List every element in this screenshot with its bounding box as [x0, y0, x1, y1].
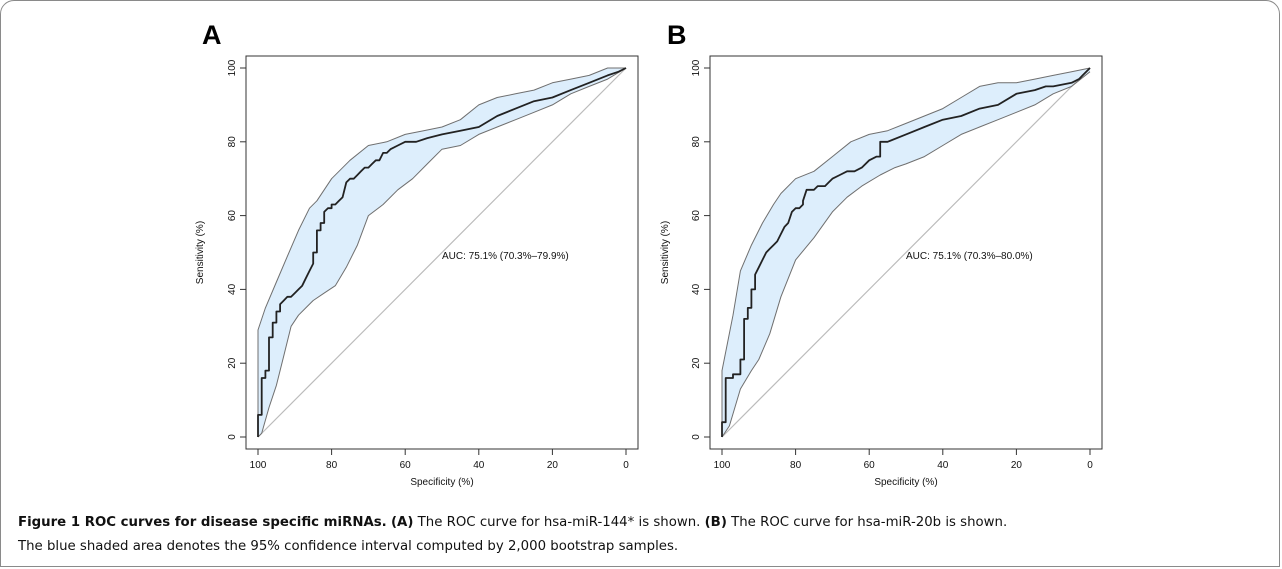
ci-upper-line: [721, 67, 1091, 437]
x-tick-label: 60: [864, 460, 876, 471]
x-tick-label: 60: [400, 460, 412, 471]
y-axis: 0 20 40 60 80 100 Sensitivity (%): [660, 59, 711, 440]
caption-ref-b: (B): [704, 515, 727, 530]
x-tick-label: 40: [473, 460, 485, 471]
roc-chart-a: 100 80 60 40 20 0 Specificity (%) 0 20 40 60 80 100 S…: [195, 55, 639, 488]
roc-curve: [257, 67, 627, 437]
y-tick-label: 60: [691, 210, 702, 222]
panel-label-a: A: [202, 20, 222, 50]
x-axis-title: Specificity (%): [874, 477, 937, 488]
caption-line-1: Figure 1 ROC curves for disease specific…: [18, 511, 1268, 535]
caption-title: Figure 1 ROC curves for disease specific…: [18, 515, 387, 530]
y-tick-label: 80: [227, 136, 238, 148]
y-axis-title: Sensitivity (%): [195, 221, 206, 284]
y-tick-label: 100: [227, 59, 238, 76]
auc-annotation: AUC: 75.1% (70.3%–79.9%): [442, 251, 569, 262]
panel-label-b: B: [667, 20, 687, 50]
caption-text-b: The ROC curve for hsa-miR-20b is shown.: [726, 515, 1008, 530]
diagonal-reference-line: [721, 67, 1091, 438]
caption-line-2: The blue shaded area denotes the 95% con…: [18, 539, 679, 554]
y-axis: 0 20 40 60 80 100 Sensitivity (%): [195, 59, 247, 440]
ci-upper-line: [257, 67, 626, 437]
x-tick-label: 100: [714, 460, 731, 471]
y-tick-label: 0: [227, 434, 238, 440]
x-tick-label: 40: [937, 460, 949, 471]
y-tick-label: 0: [691, 434, 702, 440]
x-tick-label: 0: [623, 460, 629, 471]
diagonal-reference-line: [257, 67, 627, 438]
auc-annotation: AUC: 75.1% (70.3%–80.0%): [906, 251, 1033, 262]
roc-chart-b: 100 80 60 40 20 0 Specificity (%) 0 20 40 60 80 100 S…: [660, 55, 1103, 488]
x-axis: 100 80 60 40 20 0 Specificity (%): [250, 448, 629, 488]
y-tick-label: 80: [691, 136, 702, 148]
figure-caption: Figure 1 ROC curves for disease specific…: [18, 511, 1268, 559]
x-tick-label: 20: [547, 460, 559, 471]
x-tick-label: 0: [1087, 460, 1093, 471]
y-tick-label: 40: [691, 283, 702, 295]
y-tick-label: 60: [227, 210, 238, 222]
x-tick-label: 100: [250, 460, 267, 471]
x-tick-label: 80: [326, 460, 338, 471]
x-tick-label: 20: [1011, 460, 1023, 471]
ci-band: [258, 68, 626, 437]
roc-curve: [721, 67, 1091, 437]
x-axis: 100 80 60 40 20 0 Specificity (%): [714, 448, 1093, 488]
caption-ref-a: (A): [390, 515, 414, 530]
ci-band: [722, 68, 1090, 437]
x-axis-title: Specificity (%): [410, 477, 473, 488]
y-tick-label: 20: [227, 357, 238, 369]
x-tick-label: 80: [790, 460, 802, 471]
ci-lower-line: [721, 71, 1091, 438]
caption-text-a: The ROC curve for hsa-miR-144* is shown.: [413, 515, 705, 530]
y-axis-title: Sensitivity (%): [660, 221, 671, 284]
y-tick-label: 100: [691, 59, 702, 76]
y-tick-label: 40: [227, 283, 238, 295]
ci-lower-line: [257, 67, 627, 438]
y-tick-label: 20: [691, 357, 702, 369]
